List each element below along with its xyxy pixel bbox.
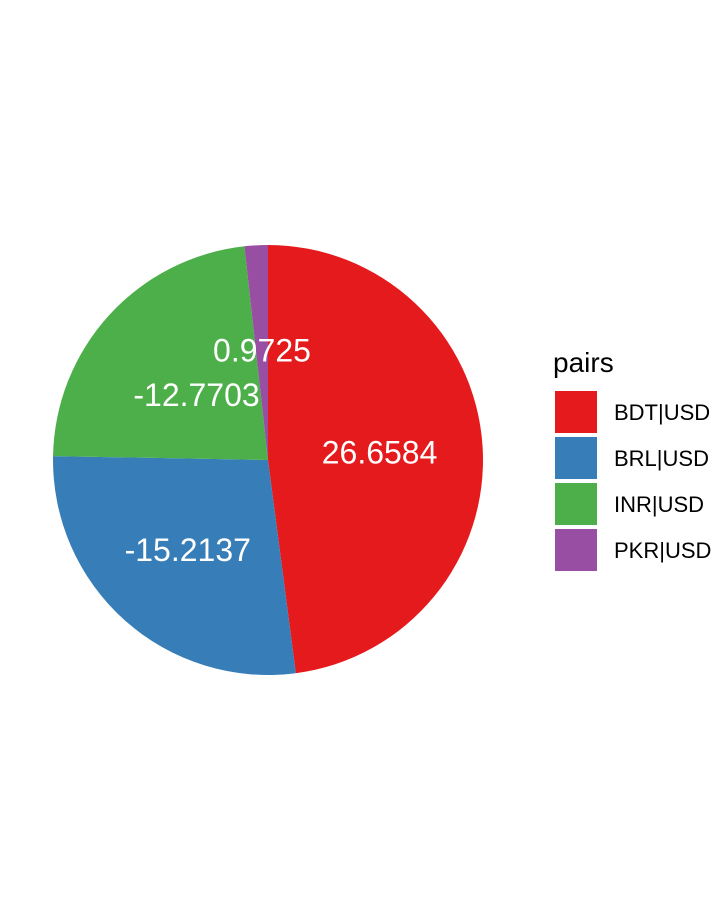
pie-slice-labels: 26.6584 -15.2137 -12.7703 0.9725 xyxy=(125,333,438,568)
legend: pairs BDT|USD BRL|USD INR|USD PKR|USD xyxy=(553,347,711,571)
legend-key-bdt-usd xyxy=(555,391,597,433)
legend-label-pkr-usd: PKR|USD xyxy=(614,538,711,563)
pie-slice-label-pkr-usd: 0.9725 xyxy=(213,333,311,369)
legend-label-bdt-usd: BDT|USD xyxy=(614,400,710,425)
legend-title: pairs xyxy=(553,347,614,378)
pie-slice-brl-usd xyxy=(53,456,296,675)
legend-key-inr-usd xyxy=(555,483,597,525)
legend-key-brl-usd xyxy=(555,437,597,479)
pie-slice-label-brl-usd: -15.2137 xyxy=(125,532,251,568)
legend-label-brl-usd: BRL|USD xyxy=(614,446,709,471)
legend-label-inr-usd: INR|USD xyxy=(614,492,704,517)
pie-slices xyxy=(53,245,483,675)
pie-slice-pkr-usd xyxy=(244,245,268,460)
pie-slice-label-bdt-usd: 26.6584 xyxy=(322,435,438,471)
pie-slice-inr-usd xyxy=(53,246,268,460)
pie-slice-bdt-usd xyxy=(268,245,483,674)
pie-slice-label-inr-usd: -12.7703 xyxy=(133,377,259,413)
legend-key-pkr-usd xyxy=(555,529,597,571)
